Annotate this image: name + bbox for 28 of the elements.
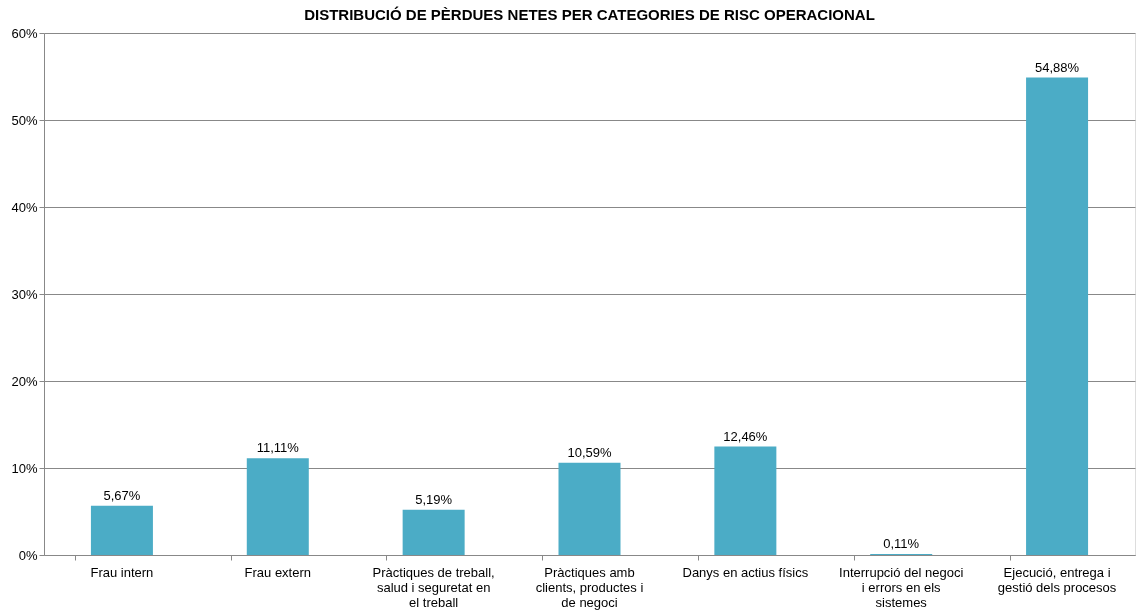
y-tick-label: 20% bbox=[11, 373, 38, 389]
data-label: 12,46% bbox=[723, 428, 768, 444]
y-tick-label: 40% bbox=[11, 199, 38, 215]
x-tick-label: Interrupció del negoci i errors en els sistemes bbox=[839, 564, 964, 610]
x-tick-label: Pràctiques amb clients, productes i de negoci bbox=[535, 564, 644, 610]
y-tick-label: 0% bbox=[18, 547, 38, 563]
bar bbox=[246, 458, 309, 555]
x-tick-label: Danys en actius físics bbox=[682, 564, 809, 580]
data-label: 54,88% bbox=[1035, 59, 1080, 75]
data-label: 5,67% bbox=[103, 487, 141, 503]
bar bbox=[714, 446, 777, 555]
data-label: 0,11% bbox=[883, 536, 920, 552]
y-tick-label: 10% bbox=[11, 460, 38, 476]
x-tick-label: Pràctiques de treball, salud i seguretat en el treball bbox=[372, 564, 495, 610]
bar bbox=[558, 462, 621, 555]
chart-title: DISTRIBUCIÓ DE PÈRDUES NETES PER CATEGORIES DE RISC OPERACIONAL bbox=[304, 6, 875, 23]
bar bbox=[402, 509, 465, 555]
data-label: 11,11% bbox=[256, 440, 300, 456]
x-tick-label: Frau extern bbox=[244, 564, 312, 580]
y-tick-label: 30% bbox=[11, 286, 38, 302]
data-label: 10,59% bbox=[567, 444, 612, 460]
y-tick-label: 50% bbox=[11, 112, 38, 128]
data-label: 5,19% bbox=[415, 491, 453, 507]
bar bbox=[90, 505, 153, 555]
y-tick-label: 60% bbox=[11, 25, 38, 41]
bar bbox=[1026, 77, 1089, 555]
x-tick-label: Frau intern bbox=[90, 564, 154, 580]
x-tick-label: Ejecució, entrega i gestió dels procesos bbox=[997, 564, 1117, 595]
